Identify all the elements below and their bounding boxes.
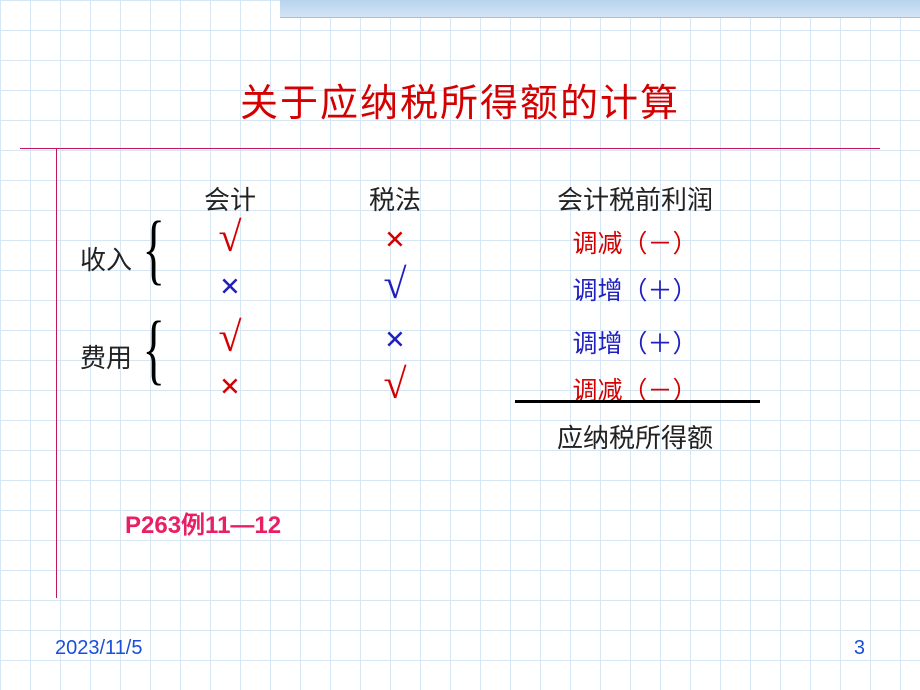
bottom-label: 应纳税所得额 [530, 418, 740, 455]
row-label-expense: 费用 [80, 338, 132, 375]
mark-r3-c1: √ [190, 314, 270, 362]
brace-income: { [142, 210, 164, 288]
page-reference: P263例11—12 [125, 505, 281, 540]
result-r3: 调增（＋） [530, 324, 740, 360]
brace-expense: { [142, 310, 164, 388]
col-header-pretax: 会计税前利润 [530, 180, 740, 217]
mark-r3-c2: × [355, 318, 435, 360]
top-band [280, 0, 920, 18]
slide-title: 关于应纳税所得额的计算 [0, 72, 920, 127]
row-label-income: 收入 [80, 240, 132, 277]
mark-r2-c1: × [190, 265, 270, 307]
mark-r1-c2: × [355, 218, 435, 260]
footer-date: 2023/11/5 [55, 637, 143, 660]
pink-horizontal-line [20, 148, 880, 149]
footer-page-number: 3 [854, 637, 865, 660]
bottom-divider [515, 400, 760, 403]
pink-vertical-line [56, 148, 57, 598]
mark-r2-c2: √ [355, 261, 435, 309]
col-header-accounting: 会计 [190, 180, 270, 217]
col-header-taxlaw: 税法 [355, 180, 435, 217]
mark-r1-c1: √ [190, 214, 270, 262]
result-r1: 调减（－） [530, 224, 740, 260]
result-r2: 调增（＋） [530, 271, 740, 307]
mark-r4-c1: × [190, 365, 270, 407]
mark-r4-c2: √ [355, 361, 435, 409]
